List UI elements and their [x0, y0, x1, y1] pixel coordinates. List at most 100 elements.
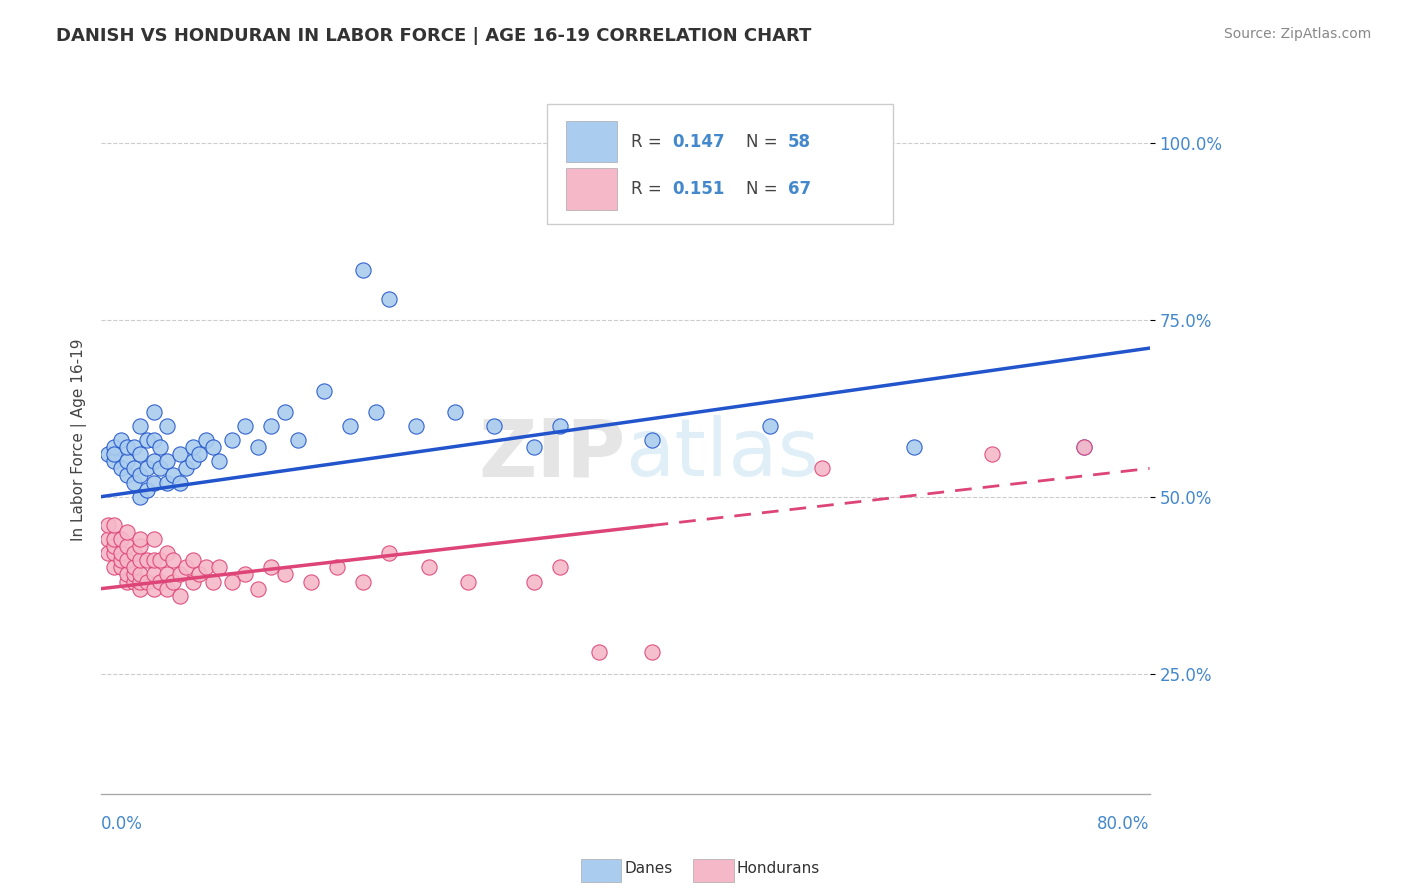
Text: 80.0%: 80.0%	[1097, 815, 1150, 833]
Point	[169, 567, 191, 582]
Point	[484, 418, 506, 433]
Point	[378, 292, 401, 306]
Point	[103, 440, 125, 454]
Point	[117, 468, 139, 483]
Point	[103, 546, 125, 560]
Point	[103, 560, 125, 574]
Point	[149, 553, 172, 567]
Point	[287, 433, 309, 447]
Point	[548, 560, 571, 574]
Point	[188, 567, 211, 582]
Point	[129, 418, 152, 433]
Point	[136, 574, 159, 589]
Point	[117, 539, 139, 553]
Point	[117, 454, 139, 468]
Text: 0.151: 0.151	[672, 180, 725, 198]
Point	[312, 384, 335, 398]
Point	[129, 574, 152, 589]
Point	[129, 447, 152, 461]
Point	[588, 645, 610, 659]
Point	[129, 539, 152, 553]
Point	[142, 532, 165, 546]
Text: atlas: atlas	[626, 416, 820, 493]
Point	[122, 574, 145, 589]
Point	[156, 546, 179, 560]
Point	[136, 483, 159, 497]
Point	[201, 440, 224, 454]
Point	[162, 553, 184, 567]
Point	[129, 468, 152, 483]
Point	[640, 433, 662, 447]
Point	[523, 440, 546, 454]
Point	[405, 418, 427, 433]
Point	[444, 405, 467, 419]
Point	[97, 518, 120, 533]
Point	[156, 454, 179, 468]
Text: N =: N =	[747, 133, 783, 151]
Point	[122, 461, 145, 475]
Point	[97, 447, 120, 461]
Point	[149, 461, 172, 475]
Point	[366, 405, 388, 419]
Point	[122, 546, 145, 560]
Point	[221, 433, 243, 447]
Point	[260, 560, 283, 574]
Text: DANISH VS HONDURAN IN LABOR FORCE | AGE 16-19 CORRELATION CHART: DANISH VS HONDURAN IN LABOR FORCE | AGE …	[56, 27, 811, 45]
Point	[136, 553, 159, 567]
Point	[103, 518, 125, 533]
FancyBboxPatch shape	[565, 169, 617, 210]
Text: Danes: Danes	[624, 862, 672, 876]
Text: R =: R =	[630, 133, 666, 151]
Point	[181, 440, 204, 454]
Point	[181, 454, 204, 468]
Point	[129, 490, 152, 504]
Text: 58: 58	[787, 133, 811, 151]
Point	[142, 454, 165, 468]
Point	[758, 418, 780, 433]
Point	[117, 440, 139, 454]
Point	[981, 447, 1004, 461]
Point	[110, 461, 132, 475]
Point	[149, 574, 172, 589]
Point	[142, 553, 165, 567]
Point	[169, 589, 191, 603]
Point	[97, 546, 120, 560]
Text: 0.0%: 0.0%	[101, 815, 143, 833]
Point	[273, 405, 295, 419]
Point	[169, 475, 191, 490]
Text: Source: ZipAtlas.com: Source: ZipAtlas.com	[1223, 27, 1371, 41]
Point	[117, 567, 139, 582]
Point	[640, 645, 662, 659]
Point	[194, 433, 217, 447]
Point	[103, 539, 125, 553]
Point	[523, 574, 546, 589]
Point	[188, 447, 211, 461]
Point	[181, 553, 204, 567]
Point	[110, 553, 132, 567]
Point	[117, 574, 139, 589]
Point	[181, 574, 204, 589]
Point	[122, 475, 145, 490]
Text: 67: 67	[787, 180, 811, 198]
Point	[129, 553, 152, 567]
Point	[142, 433, 165, 447]
Point	[418, 560, 440, 574]
Point	[233, 567, 256, 582]
Point	[339, 418, 361, 433]
Point	[122, 560, 145, 574]
Point	[110, 532, 132, 546]
Point	[194, 560, 217, 574]
Point	[110, 546, 132, 560]
Point	[156, 475, 179, 490]
Point	[129, 532, 152, 546]
Point	[169, 447, 191, 461]
Point	[260, 418, 283, 433]
Point	[142, 567, 165, 582]
Point	[221, 574, 243, 589]
Point	[129, 567, 152, 582]
Point	[352, 263, 374, 277]
Point	[122, 440, 145, 454]
Point	[156, 418, 179, 433]
Point	[352, 574, 374, 589]
Point	[1073, 440, 1095, 454]
